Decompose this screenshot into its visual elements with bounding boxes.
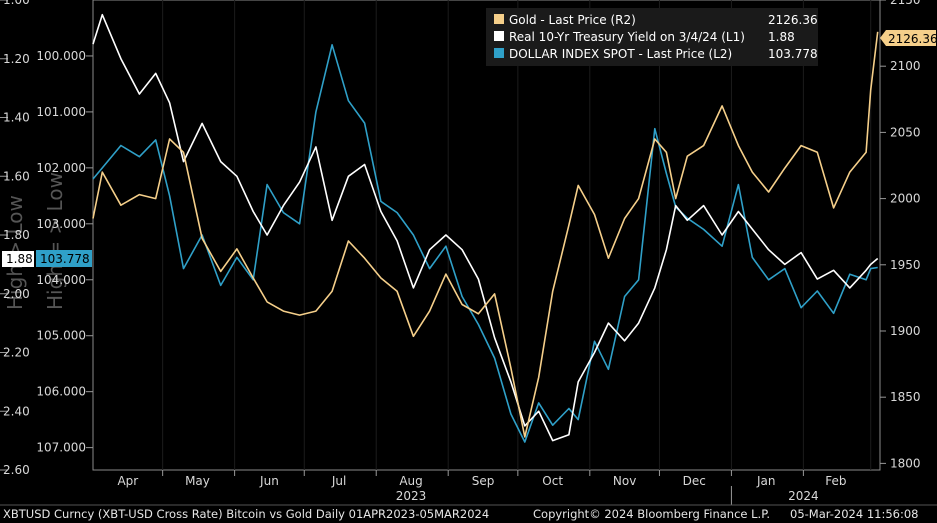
tick-label-l1: 1.00 — [3, 0, 30, 7]
tick-label-l1: 1.60 — [3, 169, 30, 183]
legend-label-yield: Real 10-Yr Treasury Yield on 3/4/24 (L1) — [509, 30, 745, 44]
tag-l1: 1.88 — [6, 252, 33, 266]
tag-r2: 2126.36 — [888, 32, 937, 46]
tick-label-l1: 1.80 — [3, 228, 30, 242]
tick-label-r2: 2000 — [890, 192, 921, 206]
legend-box — [486, 8, 818, 66]
tick-label-r2: 2150 — [890, 0, 921, 7]
x-axis-months: Apr May Jun Jul Aug Sep Oct Nov Dec Jan Feb 2023 202… — [117, 470, 847, 505]
side-label-2: High = > Low — [43, 172, 67, 310]
legend-value-gold: 2126.36 — [768, 13, 818, 27]
tick-label-l2: 103.000 — [36, 217, 86, 231]
tick-label-l2: 100.000 — [36, 49, 86, 63]
right-axis-r2-ticks: 2150 2100 2050 2000 1950 1900 1850 1800 — [880, 0, 921, 470]
tick-label-l2: 107.000 — [36, 441, 86, 455]
left-axis-l2-ticks: 100.000 101.000 102.000 103.000 104.000 105.0… — [36, 49, 93, 455]
legend-value-yield: 1.88 — [768, 30, 795, 44]
tag-l2: 103.778 — [40, 252, 90, 266]
legend: Gold - Last Price (R2) 2126.36 Real 10-Y… — [486, 8, 818, 66]
legend-label-dxy: DOLLAR INDEX SPOT - Last Price (L2) — [509, 47, 732, 61]
tick-label-r2: 1800 — [890, 456, 921, 470]
footer-description: XBTUSD Curncy (XBT-USD Cross Rate) Bitco… — [3, 507, 489, 521]
tag-l1-bg — [2, 251, 34, 267]
tick-label-r2: 2100 — [890, 59, 921, 73]
tag-l2-bg — [36, 250, 92, 267]
month-label: Dec — [683, 474, 706, 488]
tick-label-l2: 106.000 — [36, 385, 86, 399]
tick-label-l1: 2.60 — [3, 463, 30, 477]
month-label: May — [185, 474, 210, 488]
footer-copyright: Copyright© 2024 Bloomberg Finance L.P. — [533, 507, 770, 521]
year-label: 2023 — [396, 489, 427, 503]
month-label: Nov — [613, 474, 636, 488]
series-lines — [92, 13, 879, 443]
legend-label-gold: Gold - Last Price (R2) — [509, 13, 636, 27]
month-label: Feb — [825, 474, 846, 488]
legend-swatch-yield — [494, 31, 504, 41]
left-axis-l1-ticks: 1.00 1.20 1.40 1.60 1.80 2.00 2.20 2.40 2.60 — [0, 0, 30, 477]
gridlines — [162, 0, 872, 470]
tick-label-r2: 1850 — [890, 390, 921, 404]
real-yield-line — [92, 13, 879, 442]
dollar-index-line — [92, 43, 878, 443]
gold-line — [92, 31, 879, 438]
month-label: Jan — [756, 474, 776, 488]
month-label: Aug — [399, 474, 422, 488]
year-label: 2024 — [788, 489, 819, 503]
legend-value-dxy: 103.778 — [768, 47, 818, 61]
tick-label-l2: 105.000 — [36, 329, 86, 343]
month-label: Jul — [331, 474, 346, 488]
legend-swatch-gold — [494, 14, 504, 24]
tick-label-l1: 2.40 — [3, 404, 30, 418]
tick-label-l1: 1.40 — [3, 111, 30, 125]
month-label: Oct — [542, 474, 563, 488]
month-label: Sep — [472, 474, 495, 488]
tick-label-r2: 1950 — [890, 258, 921, 272]
tick-label-l1: 1.20 — [3, 52, 30, 66]
footer-timestamp: 05-Mar-2024 11:56:08 — [790, 507, 918, 521]
tick-label-l1: 2.20 — [3, 346, 30, 360]
current-value-tags: 1.88 103.778 2126.36 — [2, 30, 937, 267]
tick-label-l2: 102.000 — [36, 161, 86, 175]
month-label: Apr — [117, 474, 138, 488]
month-label: Jun — [259, 474, 279, 488]
plot-area — [92, 0, 881, 471]
legend-swatch-dxy — [494, 48, 504, 58]
tick-label-l2: 101.000 — [36, 105, 86, 119]
tag-r2-bg — [880, 30, 936, 46]
tick-label-l2: 104.000 — [36, 273, 86, 287]
tick-label-r2: 2050 — [890, 125, 921, 139]
tick-label-r2: 1900 — [890, 324, 921, 338]
tick-label-l1: 2.00 — [3, 287, 30, 301]
